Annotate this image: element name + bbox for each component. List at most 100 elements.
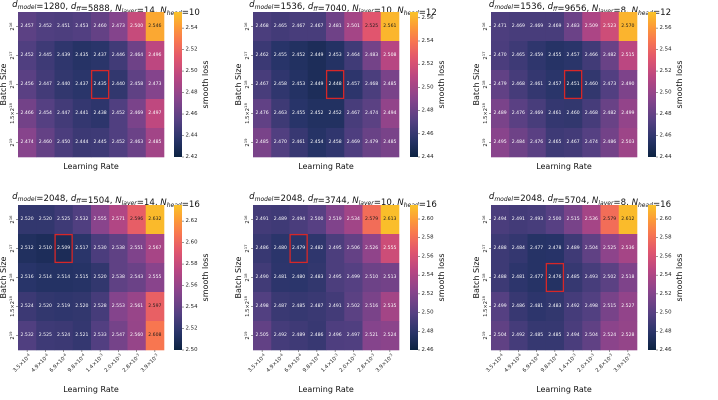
cell-value-label: 2.485 bbox=[256, 139, 269, 145]
cell-value-label: 2.473 bbox=[112, 23, 125, 29]
heatmap-cell bbox=[127, 205, 147, 235]
heatmap-cell bbox=[91, 99, 110, 129]
cell-value-label: 2.498 bbox=[585, 303, 598, 309]
svg-text:217: 217 bbox=[243, 51, 251, 60]
cell-value-label: 2.536 bbox=[621, 245, 634, 251]
cell-value-label: 2.456 bbox=[21, 81, 34, 87]
heatmap-cell bbox=[326, 41, 345, 71]
heatmap-cell bbox=[564, 263, 583, 293]
cell-value-label: 2.499 bbox=[347, 274, 360, 280]
svg-text:218: 218 bbox=[8, 80, 16, 89]
x-tick-label: 4.9×10-4 bbox=[31, 352, 50, 374]
cell-value-label: 2.481 bbox=[512, 274, 525, 280]
cell-value-label: 2.515 bbox=[621, 52, 634, 58]
y-tick-label: 217 bbox=[8, 244, 16, 253]
heatmap-cell bbox=[289, 99, 309, 129]
heatmap-cell bbox=[18, 234, 37, 264]
cell-value-label: 2.485 bbox=[548, 332, 561, 338]
cell-value-label: 2.524 bbox=[603, 332, 616, 338]
heatmap-cell bbox=[344, 205, 363, 235]
heatmap-cell bbox=[509, 128, 528, 158]
best-cell-outline bbox=[54, 233, 73, 264]
svg-text:218: 218 bbox=[243, 80, 251, 89]
svg-text:2.0×10-3: 2.0×10-3 bbox=[337, 352, 359, 374]
heatmap-cell bbox=[271, 263, 290, 293]
x-tick-label: 2.0×10-3 bbox=[575, 352, 597, 374]
cell-value-label: 2.455 bbox=[274, 52, 287, 58]
cell-value-label: 2.471 bbox=[494, 23, 507, 29]
cell-value-label: 2.467 bbox=[347, 110, 360, 116]
cell-value-label: 2.497 bbox=[347, 332, 360, 338]
svg-text:2.0×10-3: 2.0×10-3 bbox=[102, 352, 124, 374]
x-tick-label: 6.9×10-4 bbox=[522, 352, 541, 374]
heatmap-cell bbox=[618, 41, 638, 71]
cell-value-label: 2.570 bbox=[621, 23, 634, 29]
heatmap-cell bbox=[509, 99, 528, 129]
heatmap-cell bbox=[91, 41, 110, 71]
heatmap-cell bbox=[326, 205, 345, 235]
svg-text:2.0×10-3: 2.0×10-3 bbox=[575, 352, 597, 374]
cell-value-label: 2.494 bbox=[494, 216, 507, 222]
svg-text:3.9×10-3: 3.9×10-3 bbox=[374, 352, 396, 374]
y-tick-label: 216 bbox=[481, 22, 489, 31]
colorbar-tick-label: 2.48 bbox=[422, 328, 435, 334]
heatmap-cell bbox=[307, 12, 327, 42]
heatmap-cell bbox=[545, 292, 565, 322]
svg-text:2.8×10-3: 2.8×10-3 bbox=[121, 352, 143, 374]
cell-value-label: 2.519 bbox=[329, 216, 342, 222]
x-tick-label: 6.9×10-4 bbox=[284, 352, 303, 374]
cell-value-label: 2.612 bbox=[621, 216, 634, 222]
x-tick-label: 4.9×10-4 bbox=[504, 352, 523, 374]
cell-value-label: 2.469 bbox=[347, 139, 360, 145]
cell-value-label: 2.435 bbox=[75, 52, 88, 58]
y-tick-label: 1.5×218 bbox=[243, 103, 251, 124]
cell-value-label: 2.502 bbox=[603, 274, 616, 280]
cell-value-label: 2.448 bbox=[329, 81, 342, 87]
heatmap-cell bbox=[326, 234, 345, 264]
heatmap-cell bbox=[109, 234, 128, 264]
cell-value-label: 2.613 bbox=[383, 216, 396, 222]
heatmap-cell bbox=[582, 41, 601, 71]
cell-value-label: 2.452 bbox=[329, 110, 342, 116]
heatmap-cell bbox=[271, 12, 290, 42]
heatmap-cell bbox=[600, 234, 620, 264]
heatmap-panel-4: dmodel=2048, dff=1504, Nlayer=14, Nhead=… bbox=[0, 192, 210, 394]
y-tick-label: 219 bbox=[8, 138, 16, 147]
cell-value-label: 2.551 bbox=[130, 245, 143, 251]
heatmap-cell bbox=[253, 99, 272, 129]
heatmap-cell bbox=[600, 99, 620, 129]
cell-value-label: 2.441 bbox=[75, 110, 88, 116]
cell-value-label: 2.532 bbox=[75, 216, 88, 222]
cell-value-label: 2.490 bbox=[621, 81, 634, 87]
heatmap-cell bbox=[307, 205, 327, 235]
cell-value-label: 2.483 bbox=[310, 274, 323, 280]
cell-value-label: 2.515 bbox=[567, 216, 580, 222]
cell-value-label: 2.502 bbox=[347, 303, 360, 309]
svg-text:219: 219 bbox=[8, 138, 16, 147]
cell-value-label: 2.482 bbox=[603, 52, 616, 58]
heatmap-cell bbox=[253, 70, 272, 100]
cell-value-label: 2.446 bbox=[112, 52, 125, 58]
heatmap-cell bbox=[618, 205, 638, 235]
heatmap-cell bbox=[362, 99, 382, 129]
heatmap-cell bbox=[380, 41, 400, 71]
cell-value-label: 2.449 bbox=[310, 52, 323, 58]
heatmap-cell bbox=[326, 99, 345, 129]
y-tick-label: 218 bbox=[243, 273, 251, 282]
colorbar-tick-label: 2.60 bbox=[186, 240, 199, 246]
colorbar-tick-label: 2.54 bbox=[422, 272, 435, 278]
cell-value-label: 2.464 bbox=[347, 52, 360, 58]
y-tick-label: 219 bbox=[243, 138, 251, 147]
cell-value-label: 2.451 bbox=[57, 23, 70, 29]
cell-value-label: 2.487 bbox=[274, 303, 287, 309]
heatmap-cell bbox=[326, 292, 345, 322]
cell-value-label: 2.485 bbox=[148, 139, 161, 145]
cell-value-label: 2.467 bbox=[292, 23, 305, 29]
cell-value-label: 2.489 bbox=[494, 110, 507, 116]
heatmap-panel-5: dmodel=2048, dff=3744, Nlayer=10, Nhead=… bbox=[234, 192, 446, 394]
best-cell-outline bbox=[325, 69, 345, 100]
cell-value-label: 2.525 bbox=[57, 216, 70, 222]
cell-value-label: 2.492 bbox=[512, 332, 525, 338]
x-tick-label: 3.5×10-4 bbox=[247, 352, 266, 374]
x-tick-label: 3.5×10-4 bbox=[12, 352, 31, 374]
